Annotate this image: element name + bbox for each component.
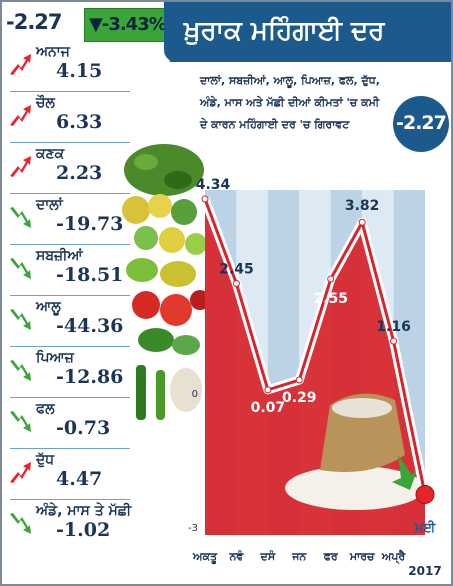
list-item: ਆਲੂ -44.36 [4, 297, 132, 349]
list-divider [10, 448, 130, 449]
red-up-arrow-icon [10, 105, 31, 126]
item-value: 4.15 [56, 60, 103, 82]
vegetables-illustration [116, 140, 212, 430]
cpi-change-badge: ▼-3.43% [84, 8, 168, 42]
item-value: -18.51 [56, 264, 124, 286]
item-name: ਆਲੂ [36, 299, 61, 315]
subtitle-line-2: ਅੰਡੇ, ਮਾਸ ਅਤੇ ਮੱਛੀ ਦੀਆਂ ਕੀਮਤਾਂ 'ਚ ਕਮੀ [200, 96, 380, 109]
cpi-change-text: ▼-3.43% [89, 14, 167, 35]
item-value: -0.73 [56, 417, 111, 439]
item-value: -44.36 [56, 315, 124, 337]
red-up-arrow-icon [10, 462, 31, 483]
current-rate-badge: -2.27 [393, 96, 449, 152]
item-value: -1.02 [56, 519, 111, 541]
list-item: ਅੰਡੇ, ਮਾਸ ਤੇ ਮੱਛੀ -1.02 [4, 501, 132, 553]
item-name: ਦੁੱਧ [36, 452, 55, 468]
list-item: ਫਲ -0.73 [4, 399, 132, 451]
cpi-value: -2.27 [6, 10, 63, 34]
list-divider [10, 142, 130, 143]
item-name: ਸਬਜ਼ੀਆਂ [36, 248, 83, 264]
item-value: -19.73 [56, 213, 124, 235]
list-item: ਸਬਜ਼ੀਆਂ -18.51 [4, 246, 132, 298]
green-down-arrow-icon [10, 513, 31, 534]
list-item: ਦੁੱਧ 4.47 [4, 450, 132, 502]
item-value: 2.23 [56, 162, 103, 184]
item-name: ਕਣਕ [36, 146, 65, 162]
list-divider [10, 397, 130, 398]
subtitle: ਦਾਲਾਂ, ਸਬਜ਼ੀਆਂ, ਆਲੂ, ਪਿਆਜ਼, ਫਲ, ਦੁੱਧ, ਅੰ… [200, 70, 400, 136]
item-value: 4.47 [56, 468, 103, 490]
item-name: ਪਿਆਜ਼ [36, 350, 74, 366]
red-up-arrow-icon [10, 54, 31, 75]
green-down-arrow-icon [10, 309, 31, 330]
item-name: ਚੌਲ [36, 95, 55, 111]
list-item: ਚੌਲ 6.33 [4, 93, 132, 145]
item-value: 6.33 [56, 111, 103, 133]
title-banner: ਖ਼ੁਰਾਕ ਮਹਿੰਗਾਈ ਦਰ [164, 2, 451, 62]
list-divider [10, 193, 130, 194]
list-item: ਦਾਲਾਂ -19.73 [4, 195, 132, 247]
item-name: ਅਨਾਜ [36, 44, 70, 60]
green-down-arrow-icon [10, 411, 31, 432]
list-divider [10, 91, 130, 92]
item-name: ਦਾਲਾਂ [36, 197, 63, 213]
item-name: ਫਲ [36, 401, 55, 417]
list-divider [10, 244, 130, 245]
cpi-header: -2.27 ▼-3.43% [4, 4, 168, 44]
list-item: ਪਿਆਜ਼ -12.86 [4, 348, 132, 400]
page-title: ਖ਼ੁਰਾਕ ਮਹਿੰਗਾਈ ਦਰ [184, 16, 385, 46]
item-name: ਅੰਡੇ, ਮਾਸ ਤੇ ਮੱਛੀ [36, 503, 132, 519]
list-divider [10, 295, 130, 296]
green-down-arrow-icon [10, 258, 31, 279]
list-item: ਕਣਕ 2.23 [4, 144, 132, 196]
list-divider [10, 499, 130, 500]
list-item: ਅਨਾਜ 4.15 [4, 42, 132, 94]
subtitle-line-1: ਦਾਲਾਂ, ਸਬਜ਼ੀਆਂ, ਆਲੂ, ਪਿਆਜ਼, ਫਲ, ਦੁੱਧ, [200, 74, 380, 87]
list-divider [10, 346, 130, 347]
green-down-arrow-icon [10, 360, 31, 381]
green-down-arrow-icon [10, 207, 31, 228]
red-up-arrow-icon [10, 156, 31, 177]
current-rate-value: -2.27 [396, 112, 447, 134]
subtitle-line-3: ਦੇ ਕਾਰਨ ਮਹਿੰਗਾਈ ਦਰ 'ਚ ਗਿਰਾਵਟ [200, 118, 350, 131]
item-value: -12.86 [56, 366, 124, 388]
